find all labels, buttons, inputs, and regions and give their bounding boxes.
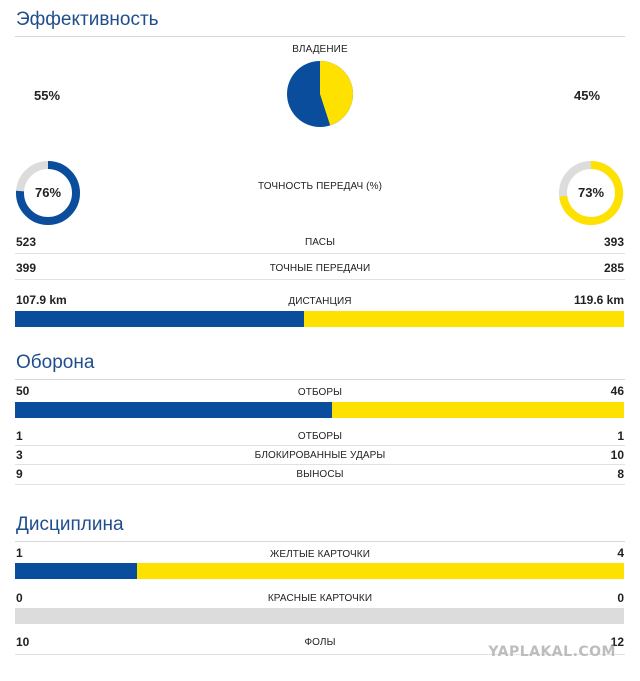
- watermark-logo: YAPLAKAL.COM: [488, 644, 616, 660]
- blocked-shots-label: БЛОКИРОВАННЫЕ УДАРЫ: [254, 450, 386, 461]
- accurate-passes-left-value: 399: [16, 261, 37, 275]
- section-divider: [15, 379, 625, 380]
- yellow-cards-right-value: 4: [617, 546, 624, 560]
- accurate-passes-right-value: 285: [603, 261, 624, 275]
- yellow-cards-label: ЖЕЛТЫЕ КАРТОЧКИ: [270, 549, 370, 560]
- row-divider: [15, 464, 625, 465]
- passes-right-value: 393: [603, 235, 624, 249]
- section-divider: [15, 36, 625, 37]
- defense-row1-right-value: 1: [617, 429, 624, 443]
- fouls-label: ФОЛЫ: [304, 637, 336, 648]
- passes-left-value: 523: [16, 235, 37, 249]
- blocked-shots-left-value: 3: [16, 448, 23, 462]
- possession-label: ВЛАДЕНИЕ: [292, 44, 348, 55]
- defense-row1-label: ОТБОРЫ: [297, 431, 343, 442]
- clearances-label: ВЫНОСЫ: [296, 469, 344, 480]
- distance-label: ДИСТАНЦИЯ: [288, 296, 352, 307]
- tackles-right-value: 46: [610, 384, 624, 398]
- ring-fill: [16, 161, 80, 225]
- row-divider: [15, 484, 625, 485]
- distance-bar-right-segment: [303, 311, 624, 327]
- pass-accuracy-right-value: 73%: [577, 185, 605, 200]
- ring-fill: [559, 161, 623, 225]
- pass-accuracy-left-ring: [16, 161, 80, 225]
- row-divider: [15, 279, 625, 280]
- pass-accuracy-left-value: 76%: [34, 185, 62, 200]
- possession-pie-slice-right: [320, 61, 353, 126]
- tackles-left-value: 50: [16, 384, 30, 398]
- tackles-label: ОТБОРЫ: [297, 387, 343, 398]
- yellow-cards-left-value: 1: [16, 546, 23, 560]
- fouls-left-value: 10: [16, 635, 30, 649]
- section-title-efficiency: Эффективность: [16, 9, 159, 30]
- red-cards-right-value: 0: [617, 591, 624, 605]
- red-cards-label: КРАСНЫЕ КАРТОЧКИ: [267, 593, 373, 604]
- distance-bar: [15, 311, 624, 327]
- distance-right-value: 119.6 km: [573, 293, 624, 307]
- accurate-passes-label: ТОЧНЫЕ ПЕРЕДАЧИ: [269, 263, 371, 274]
- section-title-defense: Оборона: [16, 352, 95, 373]
- blocked-shots-right-value: 10: [610, 448, 624, 462]
- row-divider: [15, 654, 625, 655]
- tackles-bar: [15, 402, 624, 418]
- section-divider: [15, 541, 625, 542]
- distance-bar-left-segment: [15, 311, 304, 327]
- red-cards-bar: [15, 608, 624, 624]
- pass-accuracy-label: ТОЧНОСТЬ ПЕРЕДАЧ (%): [257, 181, 383, 192]
- yellow-cards-bar: [15, 563, 624, 579]
- possession-left-value: 55%: [34, 88, 61, 103]
- passes-label: ПАСЫ: [304, 237, 336, 248]
- possession-right-value: 45%: [574, 88, 601, 103]
- distance-left-value: 107.9 km: [16, 293, 67, 307]
- possession-pie-chart: [287, 61, 353, 127]
- yellow-cards-bar-right-segment: [136, 563, 624, 579]
- red-cards-left-value: 0: [16, 591, 23, 605]
- fouls-right-value: 12: [610, 635, 624, 649]
- row-divider: [15, 253, 625, 254]
- defense-row1-left-value: 1: [16, 429, 23, 443]
- clearances-left-value: 9: [16, 467, 23, 481]
- section-title-discipline: Дисциплина: [16, 514, 124, 535]
- row-divider: [15, 445, 625, 446]
- tackles-bar-left-segment: [15, 402, 333, 418]
- tackles-bar-right-segment: [332, 402, 624, 418]
- pass-accuracy-right-ring: [559, 161, 623, 225]
- clearances-right-value: 8: [617, 467, 624, 481]
- red-cards-bar-right-segment: [15, 608, 624, 624]
- yellow-cards-bar-left-segment: [15, 563, 137, 579]
